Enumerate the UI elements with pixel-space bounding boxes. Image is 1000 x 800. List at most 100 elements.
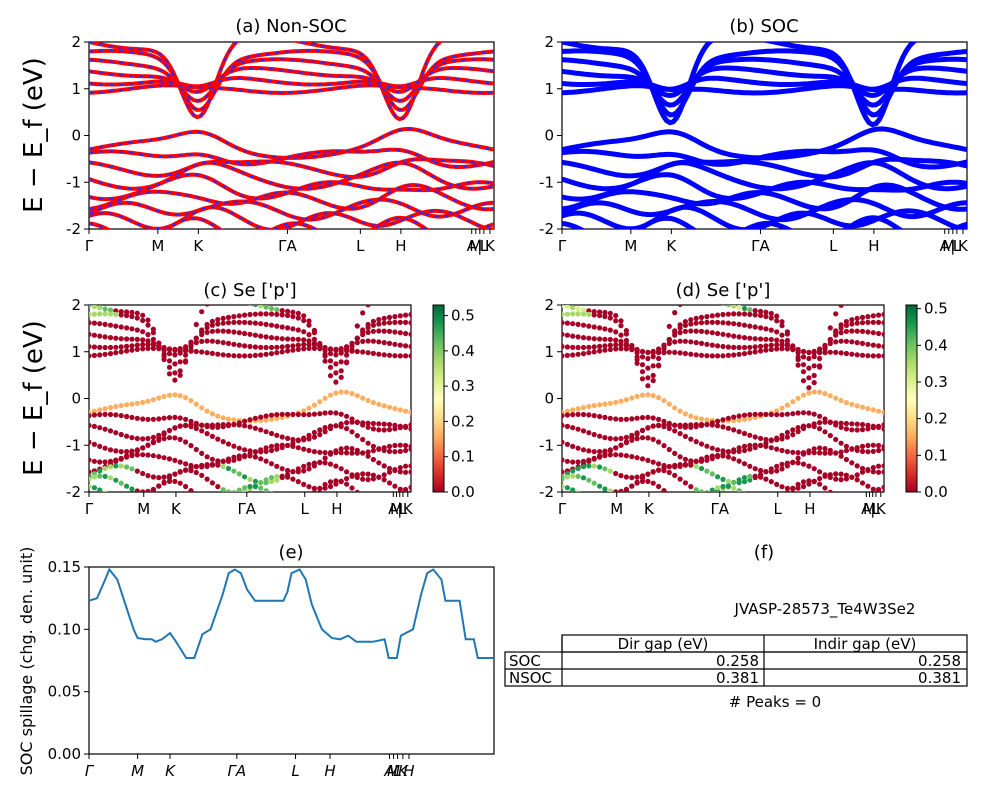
panel-e-xtick-label: K (165, 762, 176, 780)
projection-point (860, 427, 865, 432)
projection-point (731, 447, 736, 452)
projection-point (833, 494, 838, 499)
projection-point (258, 480, 263, 485)
projection-point (103, 474, 108, 479)
projection-point (710, 330, 715, 335)
projection-point (103, 352, 108, 357)
projection-point (672, 333, 677, 338)
projection-point (774, 338, 779, 343)
projection-point (565, 485, 570, 490)
projection-point (801, 378, 806, 383)
projection-point (398, 407, 403, 412)
panel-b-xtick-label: ΓA (751, 237, 770, 255)
projection-point (833, 396, 838, 401)
projection-point (221, 329, 226, 334)
projection-point (699, 489, 704, 494)
projection-point (360, 420, 365, 425)
projection-point (774, 447, 779, 452)
projection-point (742, 306, 747, 311)
projection-point (258, 334, 263, 339)
projection-point (576, 427, 581, 432)
projection-point (264, 429, 269, 434)
projection-point (726, 353, 731, 358)
projection-point (753, 434, 758, 439)
projection-point (747, 312, 752, 317)
projection-point (253, 416, 258, 421)
projection-point (758, 443, 763, 448)
projection-point (737, 311, 742, 316)
projection-point (258, 303, 263, 308)
projection-point (135, 315, 140, 320)
projection-point (124, 336, 129, 341)
projection-point (92, 321, 97, 326)
projection-point (860, 341, 865, 346)
projection-point (576, 306, 581, 311)
projection-point (737, 477, 742, 482)
projection-point (92, 353, 97, 358)
panel-d-xtick-label: Γ (558, 500, 567, 518)
projection-point (855, 427, 860, 432)
projection-point (162, 475, 167, 480)
projection-point (715, 343, 720, 348)
projection-point (629, 475, 634, 480)
projection-point (747, 464, 752, 469)
projection-point (581, 428, 586, 433)
projection-point (317, 460, 322, 465)
projection-point (651, 481, 656, 486)
projection-point (215, 499, 220, 504)
projection-point (737, 305, 742, 310)
projection-point (92, 442, 97, 447)
projection-point (301, 482, 306, 487)
projection-point (565, 333, 570, 338)
projection-point (398, 313, 403, 318)
panel-e-xtick-label: L (291, 762, 299, 780)
panel-c-ytick-label: -1 (66, 436, 81, 454)
projection-point (597, 464, 602, 469)
projection-point (231, 314, 236, 319)
projection-point (559, 353, 564, 358)
projection-point (280, 443, 285, 448)
projection-point (715, 423, 720, 428)
projection-point (828, 350, 833, 355)
projection-point (103, 311, 108, 316)
projection-point (726, 449, 731, 454)
projection-point (796, 425, 801, 430)
projection-point (640, 456, 645, 461)
panel-e-title: (e) (278, 542, 303, 563)
projection-point (366, 421, 371, 426)
projection-point (221, 352, 226, 357)
projection-point (645, 472, 650, 477)
projection-point (581, 323, 586, 328)
projection-point (881, 485, 886, 490)
projection-point (333, 423, 338, 428)
projection-point (586, 478, 591, 483)
projection-point (387, 449, 392, 454)
projection-point (586, 350, 591, 355)
projection-point (183, 468, 188, 473)
projection-point (715, 331, 720, 336)
projection-point (865, 320, 870, 325)
projection-point (731, 345, 736, 350)
projection-point (806, 385, 811, 390)
projection-point (140, 337, 145, 342)
projection-point (97, 345, 102, 350)
projection-point (726, 454, 731, 459)
projection-point (145, 473, 150, 478)
projection-point (753, 466, 758, 471)
panel-b-xtick-label: K (958, 237, 969, 255)
projection-point (774, 318, 779, 323)
projection-point (865, 329, 870, 334)
panel-b-xtick-label: H (868, 237, 879, 255)
projection-point (586, 412, 591, 417)
projection-point (694, 464, 699, 469)
projection-point (576, 322, 581, 327)
projection-point (812, 380, 817, 385)
projection-point (742, 444, 747, 449)
projection-point (742, 345, 747, 350)
projection-point (742, 475, 747, 480)
projection-point (608, 337, 613, 342)
projection-point (699, 466, 704, 471)
projection-point (205, 477, 210, 482)
projection-point (618, 443, 623, 448)
projection-point (119, 336, 124, 341)
